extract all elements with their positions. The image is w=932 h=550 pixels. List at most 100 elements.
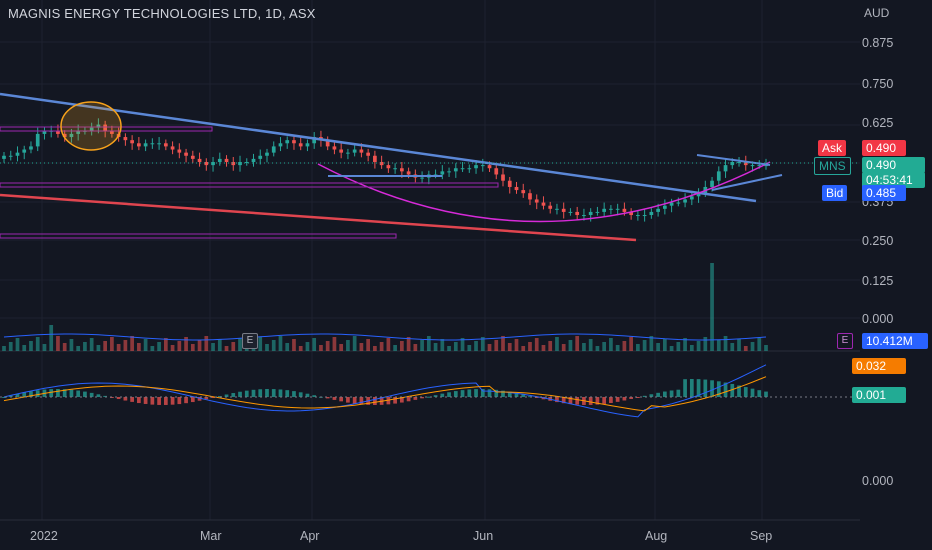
candle-body-89 [602,208,607,212]
earnings-marker[interactable]: E [242,333,258,349]
candle-body-84 [568,211,573,213]
macd-hist-49 [332,397,337,400]
candle-body-60 [406,171,411,175]
macd-hist-58 [393,397,397,404]
candle-body-110 [743,162,748,166]
macd-hist-28 [190,397,195,403]
volume-bar-33 [224,346,229,351]
volume-bar-59 [400,341,404,351]
candle-body-94 [636,215,640,217]
currency-label: AUD [864,6,890,20]
candle-body-16 [110,130,114,134]
macd-hist-90 [609,397,613,404]
candle-body-18 [123,137,128,141]
volume-bar-8 [56,336,60,351]
signal-line [3,376,767,412]
volume-bar-82 [555,337,559,351]
macd-hist-40 [271,389,276,397]
volume-bar-42 [285,343,290,351]
volume-bar-0 [2,346,6,351]
volume-bar-80 [541,345,546,351]
volume-bar-84 [568,340,573,351]
macd-hist-109 [737,385,741,397]
candle-body-27 [184,152,188,156]
candle-body-57 [386,165,391,169]
volume-value: 10.412M [862,333,928,349]
candle-body-53 [359,149,364,153]
volume-bar-14 [96,345,101,351]
volume-bar-32 [217,339,222,351]
descending-trendline [0,92,757,203]
candle-body-85 [575,211,580,216]
volume-bar-77 [521,346,526,351]
candle-body-67 [453,168,458,172]
price-axis-tick-6: 0.000 [862,312,894,326]
macd-hist-72 [487,389,492,397]
candle-body-64 [433,174,438,176]
candle-body-77 [521,190,526,194]
macd-hist-83 [561,397,566,404]
volume-bar-98 [662,339,667,351]
volume-bar-48 [325,341,330,351]
volume-bar-4 [29,341,33,351]
bid-value: 0.485 [862,185,906,201]
volume-bar-49 [332,337,337,351]
price-axis-tick-4: 0.250 [862,234,894,248]
macd-hist-35 [238,391,242,397]
volume-bar-89 [602,342,607,351]
macd-hist-102 [689,379,694,397]
macd-hist-8 [56,389,60,397]
volume-bar-5 [35,337,40,351]
macd-hist-25 [170,397,175,405]
macd-hist-64 [433,395,438,397]
macd-hist-87 [588,397,593,405]
macd-hist-14 [96,394,101,397]
macd-hist-31 [211,397,215,398]
macd-hist-21 [143,397,148,404]
volume-bar-107 [723,336,728,351]
candle-body-62 [420,177,424,179]
macd-hist-108 [730,383,735,397]
macd-hist-91 [615,397,620,402]
volume-bar-30 [204,336,209,351]
volume-bar-47 [319,345,323,351]
macd-hist-18 [123,397,128,401]
macd-hist-51 [346,397,350,403]
volume-bar-74 [501,336,505,351]
candle-body-83 [561,208,566,212]
volume-bar-38 [258,337,263,351]
macd-hist-43 [292,391,296,397]
ask-label: Ask [818,140,847,156]
candle-body-48 [325,140,330,147]
macd-hist-37 [251,389,256,397]
macd-hist-92 [622,397,627,401]
volume-bar-103 [696,341,701,351]
volume-bar-97 [656,343,660,351]
volume-bar-10 [69,339,74,351]
volume-bar-61 [413,344,418,351]
histogram-value: 0.001 [852,387,906,403]
candle-body-69 [467,168,472,170]
price-axis-tick-0: 0.875 [862,36,894,50]
macd-hist-62 [420,397,424,399]
volume-bar-7 [49,325,54,351]
candle-body-86 [582,215,586,217]
bar-countdown: 04:53:41 [862,172,925,188]
symbol-label: MNS [814,157,851,175]
macd-hist-55 [373,397,377,405]
macd-hist-23 [157,397,161,405]
macd-hist-19 [130,397,134,402]
macd-hist-70 [474,389,478,397]
volume-bar-16 [110,337,114,351]
volume-bar-90 [609,338,613,351]
time-axis-tick-5: Sep [750,529,773,543]
macd-hist-57 [386,397,391,405]
macd-hist-10 [69,389,74,397]
mid-zone [0,182,499,188]
candle-body-109 [737,162,741,163]
candle-body-20 [137,143,141,147]
candle-body-65 [440,171,445,175]
candle-body-75 [507,180,512,187]
candle-body-45 [305,143,310,147]
